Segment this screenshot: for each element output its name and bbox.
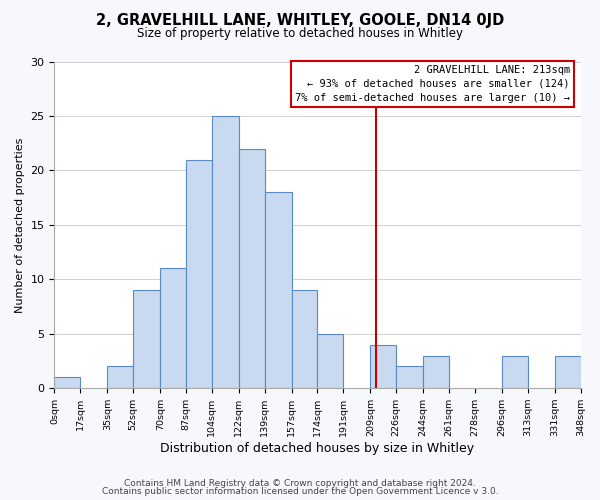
Text: 2, GRAVELHILL LANE, WHITLEY, GOOLE, DN14 0JD: 2, GRAVELHILL LANE, WHITLEY, GOOLE, DN14… [96, 12, 504, 28]
Bar [186, 160, 212, 388]
Bar [55, 378, 80, 388]
Bar [239, 148, 265, 388]
Bar [107, 366, 133, 388]
Text: 2 GRAVELHILL LANE: 213sqm
← 93% of detached houses are smaller (124)
7% of semi-: 2 GRAVELHILL LANE: 213sqm ← 93% of detac… [295, 65, 570, 103]
Text: Contains HM Land Registry data © Crown copyright and database right 2024.: Contains HM Land Registry data © Crown c… [124, 478, 476, 488]
Y-axis label: Number of detached properties: Number of detached properties [15, 137, 25, 312]
Bar [265, 192, 292, 388]
Text: Contains public sector information licensed under the Open Government Licence v : Contains public sector information licen… [101, 487, 499, 496]
Bar [160, 268, 186, 388]
Text: Size of property relative to detached houses in Whitley: Size of property relative to detached ho… [137, 28, 463, 40]
Bar [423, 356, 449, 388]
Bar [555, 356, 581, 388]
Bar [502, 356, 527, 388]
Bar [133, 290, 160, 388]
Bar [370, 344, 396, 388]
Bar [292, 290, 317, 388]
Bar [396, 366, 423, 388]
Bar [212, 116, 239, 388]
X-axis label: Distribution of detached houses by size in Whitley: Distribution of detached houses by size … [160, 442, 475, 455]
Bar [317, 334, 343, 388]
